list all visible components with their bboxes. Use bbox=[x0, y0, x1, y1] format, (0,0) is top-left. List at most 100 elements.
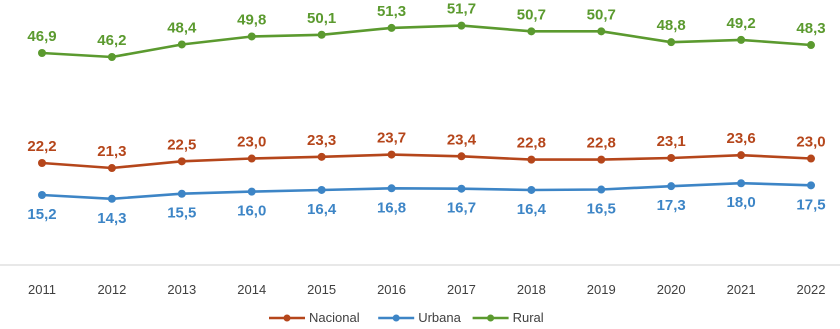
data-point-nacional bbox=[527, 155, 536, 164]
series-line-urbana bbox=[41, 181, 812, 201]
data-point-nacional bbox=[107, 164, 116, 173]
data-point-rural bbox=[387, 23, 396, 32]
data-point-urbana bbox=[387, 184, 396, 193]
data-label-urbana: 16,4 bbox=[307, 201, 337, 218]
data-label-rural: 50,7 bbox=[587, 6, 616, 23]
data-point-urbana bbox=[177, 189, 186, 198]
data-point-nacional bbox=[457, 152, 466, 161]
data-label-nacional: 23,3 bbox=[307, 132, 336, 149]
data-point-rural bbox=[38, 49, 46, 57]
data-label-rural: 49,8 bbox=[237, 11, 266, 28]
legend-item-nacional: Nacional bbox=[269, 310, 360, 325]
data-label-nacional: 21,3 bbox=[97, 143, 126, 160]
x-tick-label: 2018 bbox=[517, 282, 546, 297]
series-rural: 46,9 46,2 48,4 49,8 50,1 51,3 51,7 50,7 50,7 48,8… bbox=[27, 1, 826, 61]
data-point-urbana bbox=[317, 185, 326, 194]
x-tick-label: 2016 bbox=[377, 282, 406, 297]
data-point-urbana bbox=[527, 185, 536, 194]
data-point-rural bbox=[737, 35, 746, 44]
data-point-rural bbox=[807, 41, 815, 50]
data-point-rural bbox=[597, 27, 606, 36]
x-tick-label: 2019 bbox=[587, 282, 616, 297]
data-point-urbana bbox=[597, 185, 606, 194]
data-point-urbana bbox=[457, 184, 466, 193]
data-label-urbana: 16,5 bbox=[587, 201, 616, 218]
data-label-urbana: 17,5 bbox=[796, 196, 825, 213]
data-label-nacional: 23,1 bbox=[657, 133, 686, 150]
legend-label-rural: Rural bbox=[513, 310, 544, 325]
legend-label-urbana: Urbana bbox=[418, 310, 461, 325]
data-label-urbana: 18,0 bbox=[726, 194, 755, 211]
series-line-rural bbox=[41, 24, 812, 59]
data-label-urbana: 16,7 bbox=[447, 200, 476, 217]
x-tick-label: 2022 bbox=[797, 282, 826, 297]
series-nacional: 22,2 21,3 22,5 23,0 23,3 23,7 23,4 22,8 22,8 23,1… bbox=[27, 130, 826, 173]
data-label-nacional: 23,4 bbox=[447, 131, 477, 148]
data-label-urbana: 16,8 bbox=[377, 199, 406, 216]
data-point-nacional bbox=[247, 154, 256, 163]
x-tick-label: 2015 bbox=[307, 282, 336, 297]
x-tick-label: 2013 bbox=[167, 282, 196, 297]
data-point-nacional bbox=[807, 154, 815, 163]
data-label-rural: 49,2 bbox=[726, 15, 755, 32]
data-point-urbana bbox=[737, 179, 746, 188]
data-point-urbana bbox=[807, 181, 815, 190]
x-tick-labels: 2011 2012 2013 2014 2015 2016 2017 2018 2019 2020… bbox=[28, 282, 825, 297]
data-label-urbana: 14,3 bbox=[97, 210, 126, 227]
data-point-nacional bbox=[737, 151, 746, 160]
data-label-rural: 48,3 bbox=[796, 20, 825, 37]
x-tick-label: 2014 bbox=[237, 282, 266, 297]
data-label-urbana: 16,4 bbox=[517, 201, 547, 218]
data-label-rural: 48,4 bbox=[167, 19, 197, 36]
data-point-urbana bbox=[38, 191, 46, 199]
data-point-nacional bbox=[597, 155, 606, 164]
data-point-rural bbox=[177, 40, 186, 49]
data-label-rural: 50,7 bbox=[517, 6, 546, 23]
data-point-nacional bbox=[38, 159, 46, 167]
data-label-rural: 46,2 bbox=[97, 32, 126, 49]
data-point-nacional bbox=[667, 153, 676, 162]
data-point-rural bbox=[457, 21, 466, 30]
data-label-rural: 50,1 bbox=[307, 10, 336, 27]
data-point-urbana bbox=[667, 182, 676, 191]
series-line-nacional bbox=[41, 153, 812, 170]
x-tick-label: 2012 bbox=[97, 282, 126, 297]
legend-marker-urbana bbox=[392, 314, 400, 322]
data-label-nacional: 22,5 bbox=[167, 136, 196, 153]
data-point-urbana bbox=[247, 187, 256, 196]
data-point-rural bbox=[667, 38, 676, 47]
data-point-nacional bbox=[317, 152, 326, 161]
x-tick-label: 2011 bbox=[28, 282, 56, 297]
data-label-rural: 51,7 bbox=[447, 1, 476, 18]
data-point-rural bbox=[247, 32, 256, 41]
data-label-urbana: 16,0 bbox=[237, 203, 266, 220]
x-tick-label: 2020 bbox=[657, 282, 686, 297]
data-label-urbana: 15,5 bbox=[167, 205, 196, 222]
data-point-rural bbox=[317, 30, 326, 39]
legend-item-rural: Rural bbox=[472, 310, 544, 325]
data-point-nacional bbox=[387, 150, 396, 159]
data-label-urbana: 17,3 bbox=[657, 197, 686, 214]
series-layer: 22,2 21,3 22,5 23,0 23,3 23,7 23,4 22,8 22,8 23,1… bbox=[27, 1, 825, 227]
data-label-nacional: 23,0 bbox=[796, 134, 825, 151]
data-point-urbana bbox=[107, 194, 116, 203]
data-label-rural: 46,9 bbox=[27, 28, 56, 45]
data-label-urbana: 15,2 bbox=[27, 206, 56, 223]
data-label-nacional: 23,6 bbox=[726, 130, 755, 147]
data-label-nacional: 22,8 bbox=[587, 135, 616, 152]
data-label-nacional: 23,7 bbox=[377, 130, 406, 147]
legend-marker-nacional bbox=[283, 314, 291, 322]
legend-item-urbana: Urbana bbox=[378, 310, 462, 325]
data-label-nacional: 22,2 bbox=[27, 138, 56, 155]
data-point-nacional bbox=[177, 157, 186, 166]
legend-marker-rural bbox=[487, 314, 495, 322]
legend-label-nacional: Nacional bbox=[309, 310, 360, 325]
data-point-rural bbox=[107, 52, 116, 61]
data-point-rural bbox=[527, 27, 536, 36]
x-tick-label: 2021 bbox=[727, 282, 756, 297]
data-label-rural: 51,3 bbox=[377, 3, 406, 20]
series-urbana: 15,2 14,3 15,5 16,0 16,4 16,8 16,7 16,4 16,5 17,3… bbox=[27, 179, 826, 227]
legend: Nacional Urbana Rural bbox=[269, 310, 544, 325]
data-label-nacional: 22,8 bbox=[517, 135, 546, 152]
